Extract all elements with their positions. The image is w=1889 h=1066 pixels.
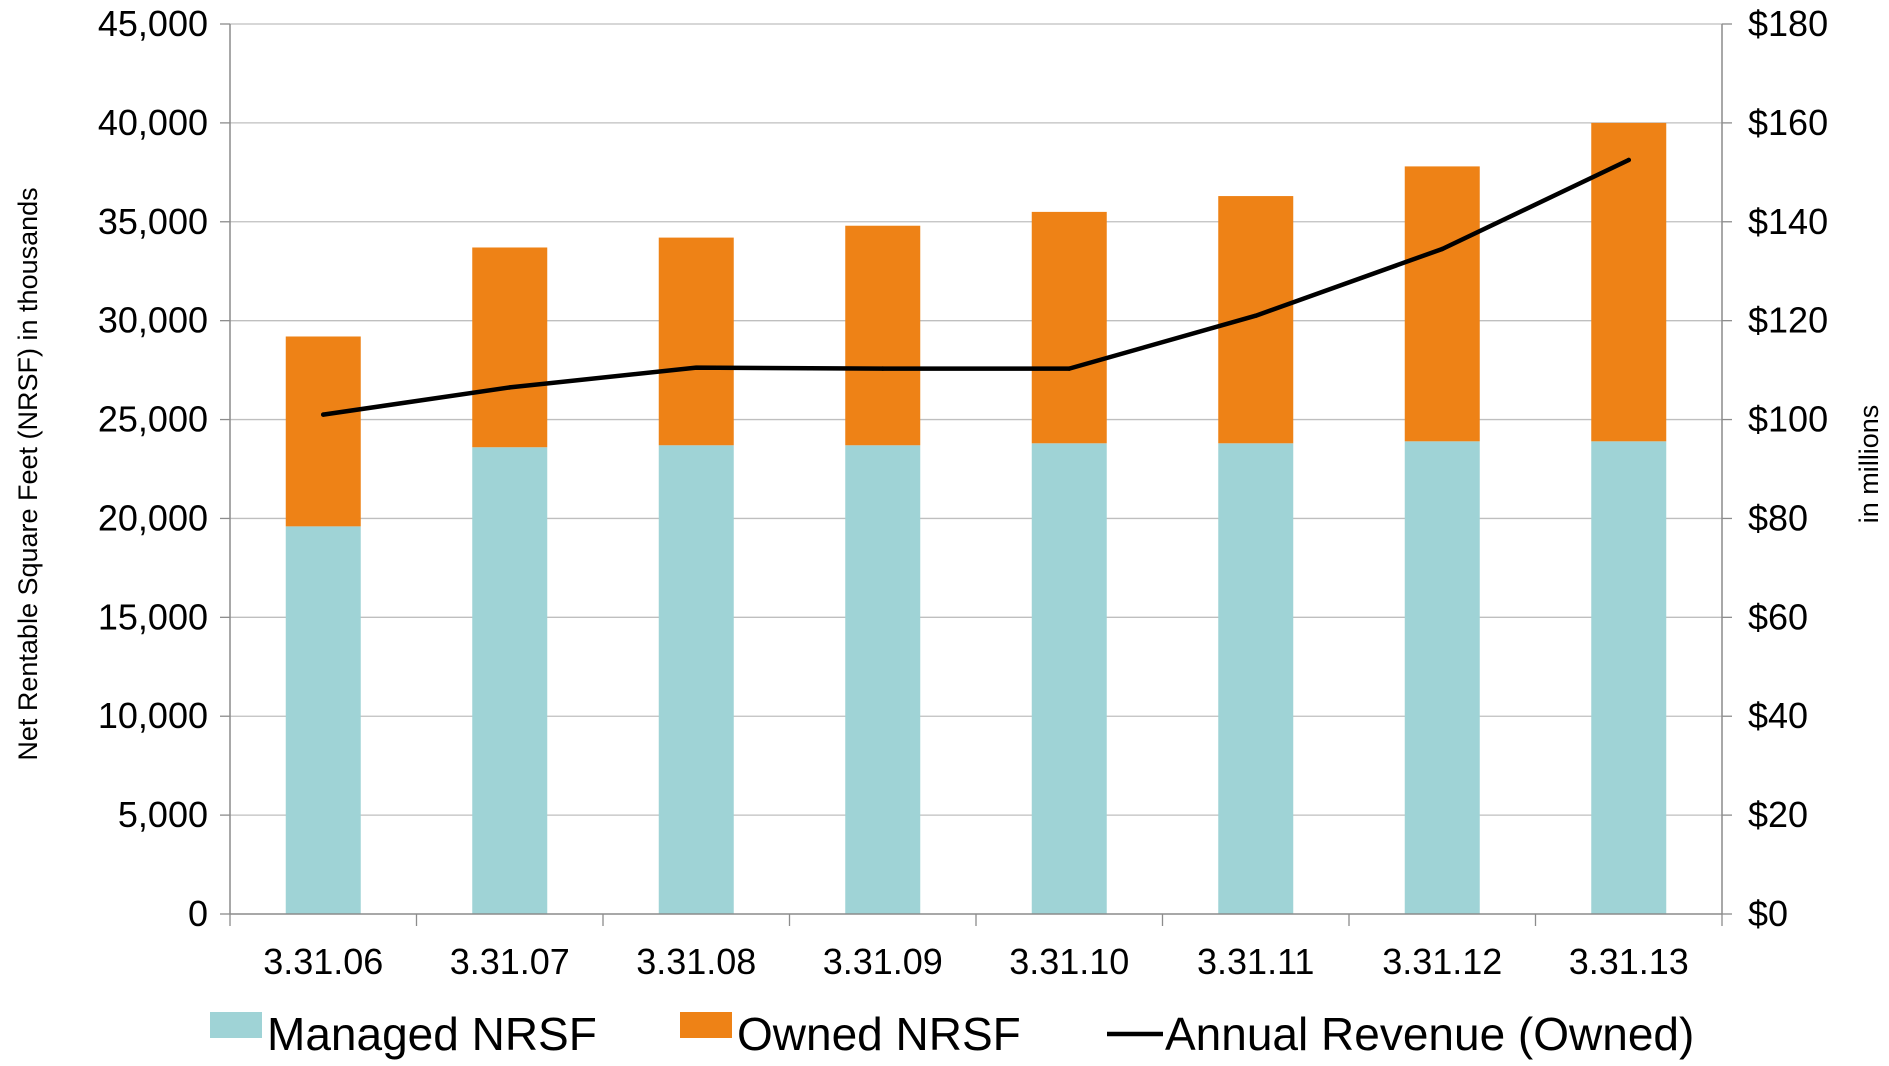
right-axis-title: in millions (1854, 405, 1884, 524)
owned-nrsf-bar (285, 336, 361, 527)
owned-nrsf-bar (1404, 166, 1480, 442)
left-axis-tick-label: 40,000 (98, 102, 208, 143)
left-axis-tick-label: 5,000 (118, 794, 208, 835)
right-axis-tick-label: $100 (1748, 399, 1828, 440)
managed-nrsf-bar (1404, 441, 1480, 914)
owned-nrsf-bar (1591, 122, 1667, 442)
managed-nrsf-bar (285, 526, 361, 914)
managed-nrsf-bar (658, 445, 734, 914)
annual-revenue-point (880, 366, 885, 371)
managed-nrsf-bar (472, 447, 548, 914)
right-axis-tick-label: $0 (1748, 893, 1788, 934)
owned-nrsf-bar (658, 237, 734, 446)
annual-revenue-point (694, 365, 699, 370)
x-axis-tick-label: 3.31.10 (1009, 941, 1129, 982)
owned-nrsf-legend-swatch (680, 1012, 732, 1038)
right-axis-tick-label: $20 (1748, 794, 1808, 835)
axes: 0 5,000 10,000 15,000 20,000 25,000 30,000 35,0… (13, 3, 1884, 982)
left-axis-tick-label: 0 (188, 893, 208, 934)
left-axis-tick-label: 20,000 (98, 497, 208, 538)
legend: Managed NRSF Owned NRSF Annual Revenue (Ow… (210, 1008, 1694, 1060)
left-axis-tick-label: 15,000 (98, 596, 208, 637)
managed-nrsf-legend-label: Managed NRSF (267, 1008, 597, 1060)
annual-revenue-point (1440, 246, 1445, 252)
left-axis-tick-label: 45,000 (98, 3, 208, 44)
managed-nrsf-bar (1031, 443, 1107, 914)
left-axis-tick-label: 35,000 (98, 201, 208, 242)
annual-revenue-point (1067, 366, 1072, 371)
managed-nrsf-bar (1591, 441, 1667, 914)
owned-nrsf-bar (845, 225, 921, 446)
owned-nrsf-bar (1031, 211, 1107, 444)
bars (285, 122, 1667, 914)
right-axis-tick-label: $180 (1748, 3, 1828, 44)
right-axis-tick-label: $140 (1748, 201, 1828, 242)
left-axis-tick-label: 10,000 (98, 695, 208, 736)
managed-nrsf-bar (1218, 443, 1294, 914)
right-axis-tick-label: $120 (1748, 300, 1828, 341)
annual-revenue-owned-legend-label: Annual Revenue (Owned) (1165, 1008, 1694, 1060)
annual-revenue-line (321, 157, 1631, 417)
left-axis-title: Net Rentable Square Feet (NRSF) in thous… (13, 187, 43, 760)
x-axis-tick-label: 3.31.07 (450, 941, 570, 982)
gridlines (230, 23, 1722, 816)
x-axis-tick-label: 3.31.12 (1382, 941, 1502, 982)
managed-nrsf-legend-swatch (210, 1012, 262, 1038)
right-axis-tick-label: $160 (1748, 102, 1828, 143)
owned-nrsf-bar (472, 247, 548, 448)
right-axis-tick-label: $80 (1748, 497, 1808, 538)
x-axis-tick-label: 3.31.08 (636, 941, 756, 982)
x-axis-tick-label: 3.31.06 (263, 941, 383, 982)
right-axis-tick-label: $40 (1748, 695, 1808, 736)
revenue-line-layer (321, 157, 1631, 417)
left-axis-tick-label: 25,000 (98, 399, 208, 440)
annual-revenue-point (1253, 313, 1258, 318)
right-axis-tick-label: $60 (1748, 596, 1808, 637)
x-axis-tick-label: 3.31.09 (823, 941, 943, 982)
annual-revenue-point (1626, 157, 1631, 163)
annual-revenue-point (507, 385, 512, 390)
x-axis-tick-label: 3.31.13 (1569, 941, 1689, 982)
annual-revenue-point (321, 412, 326, 417)
x-axis-tick-label: 3.31.11 (1197, 941, 1314, 982)
left-axis-tick-label: 30,000 (98, 300, 208, 341)
managed-nrsf-bar (845, 445, 921, 914)
owned-nrsf-bar (1218, 196, 1294, 444)
owned-nrsf-legend-label: Owned NRSF (737, 1008, 1021, 1060)
